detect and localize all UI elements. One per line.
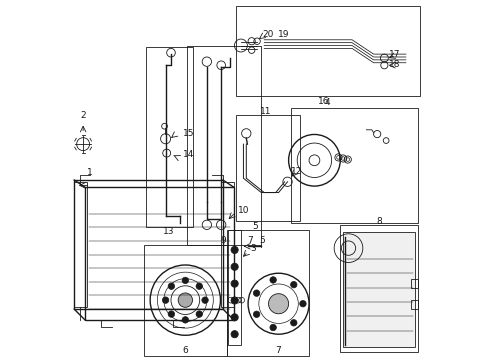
Circle shape <box>202 297 208 303</box>
Bar <box>290 108 418 223</box>
Circle shape <box>168 283 174 289</box>
Text: 13: 13 <box>163 228 175 237</box>
Text: 15: 15 <box>183 129 194 138</box>
Circle shape <box>230 263 238 270</box>
Circle shape <box>253 311 259 318</box>
Bar <box>235 116 300 221</box>
Circle shape <box>230 280 238 287</box>
Text: 10: 10 <box>238 206 249 215</box>
Text: 3: 3 <box>250 244 256 253</box>
Circle shape <box>196 311 202 317</box>
Circle shape <box>230 297 238 304</box>
Circle shape <box>178 293 192 307</box>
Circle shape <box>290 282 296 288</box>
Circle shape <box>230 246 238 253</box>
Bar <box>85 187 233 320</box>
Text: 8: 8 <box>375 217 381 226</box>
Text: 11: 11 <box>259 107 270 116</box>
Bar <box>343 232 414 347</box>
Text: 2: 2 <box>80 111 86 120</box>
Text: 20: 20 <box>262 30 273 39</box>
Circle shape <box>182 277 188 284</box>
Circle shape <box>290 320 296 326</box>
Bar <box>226 230 308 356</box>
Bar <box>410 300 418 309</box>
Text: 7: 7 <box>246 237 252 246</box>
Text: 6: 6 <box>182 346 188 355</box>
Bar <box>221 182 233 307</box>
Bar <box>145 47 192 226</box>
Text: 5: 5 <box>258 237 264 246</box>
Bar <box>74 180 223 309</box>
Text: 4: 4 <box>324 98 329 107</box>
Text: 5: 5 <box>252 222 258 231</box>
Circle shape <box>168 311 174 317</box>
Text: 18: 18 <box>388 60 400 69</box>
Circle shape <box>230 314 238 321</box>
Bar <box>144 244 226 356</box>
Text: 12: 12 <box>290 167 302 176</box>
Text: 7: 7 <box>275 346 281 355</box>
Bar <box>235 6 419 96</box>
Bar <box>74 182 86 307</box>
Text: 16: 16 <box>317 96 328 105</box>
Circle shape <box>253 290 259 296</box>
Bar <box>228 230 241 345</box>
Circle shape <box>230 330 238 338</box>
Text: 1: 1 <box>87 168 93 177</box>
Circle shape <box>269 324 276 331</box>
Text: 19: 19 <box>278 30 289 39</box>
Circle shape <box>162 297 168 303</box>
Text: 9: 9 <box>220 237 225 246</box>
Bar <box>339 225 418 352</box>
Text: 14: 14 <box>183 150 194 159</box>
Circle shape <box>299 301 305 307</box>
Circle shape <box>269 277 276 283</box>
Text: 17: 17 <box>388 50 400 59</box>
Circle shape <box>196 283 202 289</box>
Circle shape <box>182 317 188 323</box>
Bar <box>410 279 418 288</box>
Circle shape <box>268 294 288 314</box>
Bar <box>187 45 260 244</box>
